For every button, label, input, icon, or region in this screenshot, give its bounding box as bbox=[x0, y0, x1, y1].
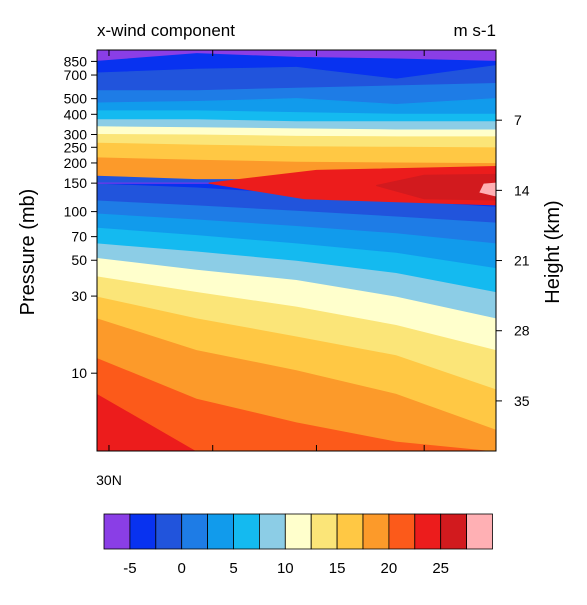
right-axis-tick-label: 14 bbox=[514, 182, 530, 198]
colorbar-tick-label: 5 bbox=[229, 560, 237, 577]
chart-title-right: m s-1 bbox=[454, 21, 497, 40]
left-axis-tick-label: 300 bbox=[64, 126, 88, 142]
left-axis-tick-label: 850 bbox=[64, 53, 88, 69]
colorbar-tick-label: -5 bbox=[123, 560, 136, 577]
colorbar-tick-label: 0 bbox=[178, 560, 186, 577]
left-axis-tick-label: 250 bbox=[64, 139, 88, 155]
left-axis-tick-label: 150 bbox=[64, 175, 88, 191]
left-axis-tick-label: 70 bbox=[71, 229, 87, 245]
left-axis-tick-label: 700 bbox=[64, 67, 88, 83]
colorbar-swatch bbox=[258, 513, 286, 550]
colorbar-tick-label: 15 bbox=[329, 560, 346, 577]
colorbar-swatch bbox=[103, 513, 131, 550]
left-axis-tick-label: 50 bbox=[71, 252, 87, 268]
colorbar-swatch bbox=[362, 513, 390, 550]
colorbar-swatch bbox=[414, 513, 442, 550]
bottom-axis-tick-label: 30N bbox=[96, 472, 122, 488]
chart-title-left: x-wind component bbox=[97, 21, 235, 40]
colorbar-swatch bbox=[233, 513, 260, 550]
y-axis-label-right: Height (km) bbox=[542, 200, 564, 303]
colorbar-swatch bbox=[336, 513, 364, 550]
colorbar-swatch bbox=[466, 513, 493, 550]
jet-core-pink bbox=[479, 182, 496, 197]
colorbar-swatch bbox=[155, 513, 183, 550]
colorbar-swatch bbox=[310, 513, 338, 550]
left-axis-tick-label: 500 bbox=[64, 91, 88, 107]
colorbar: -5 0 5 10 15 20 25 bbox=[103, 513, 493, 577]
plot-frame bbox=[96, 49, 497, 452]
colorbar-tick-label: 20 bbox=[381, 560, 398, 577]
left-axis-tick-label: 100 bbox=[64, 204, 88, 220]
y-axis-label-left: Pressure (mb) bbox=[17, 189, 39, 316]
colorbar-swatch bbox=[207, 513, 234, 550]
left-axis-tick-label: 200 bbox=[64, 155, 88, 171]
right-axis-tick-label: 7 bbox=[514, 112, 522, 128]
bottom-axis: 30N bbox=[96, 50, 425, 488]
right-axis: 35 28 21 14 7 bbox=[496, 112, 530, 409]
left-axis-tick-label: 10 bbox=[71, 365, 87, 381]
left-axis-tick-label: 400 bbox=[64, 106, 88, 122]
colorbar-tick-label: 10 bbox=[277, 560, 294, 577]
contour-bands bbox=[97, 50, 496, 451]
right-axis-tick-label: 28 bbox=[514, 323, 530, 339]
right-axis-tick-label: 35 bbox=[514, 393, 530, 409]
right-axis-tick-label: 21 bbox=[514, 253, 530, 269]
colorbar-swatch bbox=[284, 513, 312, 550]
colorbar-swatch bbox=[388, 513, 416, 550]
colorbar-tick-label: 25 bbox=[432, 560, 449, 577]
colorbar-swatch bbox=[129, 513, 157, 550]
colorbar-swatch bbox=[440, 513, 468, 550]
left-axis-tick-label: 30 bbox=[71, 288, 87, 304]
jet-core-dark-red bbox=[376, 173, 496, 201]
colorbar-swatch bbox=[181, 513, 208, 550]
